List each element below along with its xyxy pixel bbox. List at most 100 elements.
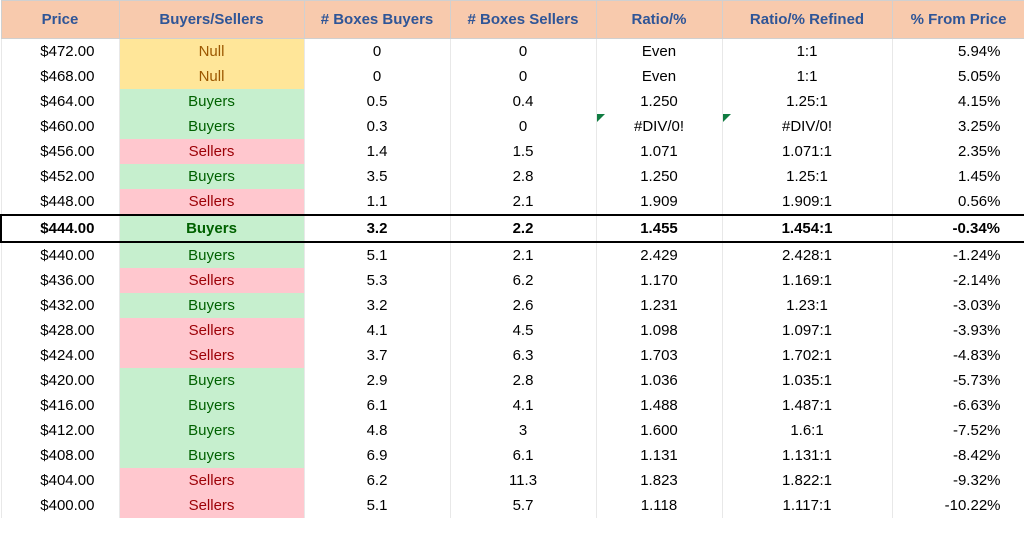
cell-pct-from-price: 5.05%: [892, 64, 1024, 89]
header-row: Price Buyers/Sellers # Boxes Buyers # Bo…: [1, 1, 1024, 39]
cell-boxes-sellers: 2.2: [450, 215, 596, 242]
cell-buyers-sellers: Buyers: [119, 242, 304, 268]
cell-boxes-buyers: 5.1: [304, 242, 450, 268]
cell-ratio-refined: 1.097:1: [722, 318, 892, 343]
cell-boxes-sellers: 2.8: [450, 368, 596, 393]
cell-ratio-refined: 1.169:1: [722, 268, 892, 293]
cell-pct-from-price: -4.83%: [892, 343, 1024, 368]
cell-pct-from-price: -5.73%: [892, 368, 1024, 393]
cell-boxes-buyers: 0.5: [304, 89, 450, 114]
table-row: $416.00Buyers6.14.11.4881.487:1-6.63%: [1, 393, 1024, 418]
table-row: $424.00Sellers3.76.31.7031.702:1-4.83%: [1, 343, 1024, 368]
cell-buyers-sellers: Buyers: [119, 293, 304, 318]
cell-price: $460.00: [1, 114, 119, 139]
table-row: $412.00Buyers4.831.6001.6:1-7.52%: [1, 418, 1024, 443]
cell-boxes-sellers: 0: [450, 64, 596, 89]
cell-ratio: 1.250: [596, 89, 722, 114]
cell-ratio: 1.703: [596, 343, 722, 368]
table-row: $404.00Sellers6.211.31.8231.822:1-9.32%: [1, 468, 1024, 493]
cell-boxes-sellers: 0: [450, 39, 596, 65]
cell-boxes-buyers: 5.1: [304, 493, 450, 518]
cell-price: $416.00: [1, 393, 119, 418]
cell-ratio-refined: 1.25:1: [722, 164, 892, 189]
cell-boxes-sellers: 2.1: [450, 189, 596, 215]
cell-pct-from-price: -0.34%: [892, 215, 1024, 242]
cell-pct-from-price: 5.94%: [892, 39, 1024, 65]
cell-ratio: 1.170: [596, 268, 722, 293]
table-row: $432.00Buyers3.22.61.2311.23:1-3.03%: [1, 293, 1024, 318]
cell-ratio: 1.036: [596, 368, 722, 393]
cell-pct-from-price: -7.52%: [892, 418, 1024, 443]
col-ratio-refined: Ratio/% Refined: [722, 1, 892, 39]
cell-pct-from-price: 3.25%: [892, 114, 1024, 139]
cell-boxes-buyers: 4.1: [304, 318, 450, 343]
cell-ratio-refined: 1.487:1: [722, 393, 892, 418]
cell-ratio-refined: 1.454:1: [722, 215, 892, 242]
cell-boxes-sellers: 2.8: [450, 164, 596, 189]
cell-ratio-refined: 1.6:1: [722, 418, 892, 443]
cell-ratio: 1.488: [596, 393, 722, 418]
cell-price: $400.00: [1, 493, 119, 518]
cell-boxes-sellers: 4.1: [450, 393, 596, 418]
cell-ratio: 1.250: [596, 164, 722, 189]
cell-ratio: Even: [596, 64, 722, 89]
cell-boxes-buyers: 1.4: [304, 139, 450, 164]
cell-buyers-sellers: Buyers: [119, 368, 304, 393]
cell-price: $440.00: [1, 242, 119, 268]
cell-pct-from-price: 2.35%: [892, 139, 1024, 164]
table-row: $448.00Sellers1.12.11.9091.909:10.56%: [1, 189, 1024, 215]
table-row: $440.00Buyers5.12.12.4292.428:1-1.24%: [1, 242, 1024, 268]
cell-pct-from-price: 4.15%: [892, 89, 1024, 114]
cell-ratio: 1.131: [596, 443, 722, 468]
cell-price: $468.00: [1, 64, 119, 89]
cell-boxes-sellers: 2.6: [450, 293, 596, 318]
cell-buyers-sellers: Buyers: [119, 393, 304, 418]
cell-boxes-sellers: 5.7: [450, 493, 596, 518]
cell-ratio-refined: #DIV/0!: [722, 114, 892, 139]
cell-pct-from-price: -1.24%: [892, 242, 1024, 268]
cell-price: $404.00: [1, 468, 119, 493]
cell-buyers-sellers: Buyers: [119, 114, 304, 139]
cell-boxes-sellers: 3: [450, 418, 596, 443]
cell-boxes-sellers: 0: [450, 114, 596, 139]
cell-boxes-sellers: 4.5: [450, 318, 596, 343]
cell-boxes-buyers: 3.7: [304, 343, 450, 368]
cell-price: $408.00: [1, 443, 119, 468]
cell-price: $432.00: [1, 293, 119, 318]
table-row: $420.00Buyers2.92.81.0361.035:1-5.73%: [1, 368, 1024, 393]
cell-ratio-refined: 1.131:1: [722, 443, 892, 468]
cell-ratio: 1.118: [596, 493, 722, 518]
cell-pct-from-price: 1.45%: [892, 164, 1024, 189]
cell-price: $428.00: [1, 318, 119, 343]
table-row: $444.00Buyers3.22.21.4551.454:1-0.34%: [1, 215, 1024, 242]
cell-price: $444.00: [1, 215, 119, 242]
cell-pct-from-price: -2.14%: [892, 268, 1024, 293]
cell-pct-from-price: -8.42%: [892, 443, 1024, 468]
col-buyers-sellers: Buyers/Sellers: [119, 1, 304, 39]
cell-ratio: 2.429: [596, 242, 722, 268]
cell-pct-from-price: -10.22%: [892, 493, 1024, 518]
cell-price: $472.00: [1, 39, 119, 65]
cell-ratio: 1.455: [596, 215, 722, 242]
table-row: $464.00Buyers0.50.41.2501.25:14.15%: [1, 89, 1024, 114]
cell-boxes-sellers: 6.1: [450, 443, 596, 468]
cell-ratio: 1.231: [596, 293, 722, 318]
cell-boxes-buyers: 3.2: [304, 215, 450, 242]
cell-price: $464.00: [1, 89, 119, 114]
table-row: $408.00Buyers6.96.11.1311.131:1-8.42%: [1, 443, 1024, 468]
cell-pct-from-price: -9.32%: [892, 468, 1024, 493]
cell-ratio-refined: 1.909:1: [722, 189, 892, 215]
cell-buyers-sellers: Sellers: [119, 268, 304, 293]
cell-ratio-refined: 1.071:1: [722, 139, 892, 164]
cell-ratio: 1.098: [596, 318, 722, 343]
cell-boxes-sellers: 2.1: [450, 242, 596, 268]
cell-boxes-buyers: 3.5: [304, 164, 450, 189]
cell-boxes-buyers: 6.1: [304, 393, 450, 418]
cell-buyers-sellers: Buyers: [119, 215, 304, 242]
cell-buyers-sellers: Sellers: [119, 318, 304, 343]
cell-buyers-sellers: Sellers: [119, 468, 304, 493]
cell-price: $436.00: [1, 268, 119, 293]
table-row: $472.00Null00Even1:15.94%: [1, 39, 1024, 65]
cell-price: $424.00: [1, 343, 119, 368]
cell-pct-from-price: 0.56%: [892, 189, 1024, 215]
